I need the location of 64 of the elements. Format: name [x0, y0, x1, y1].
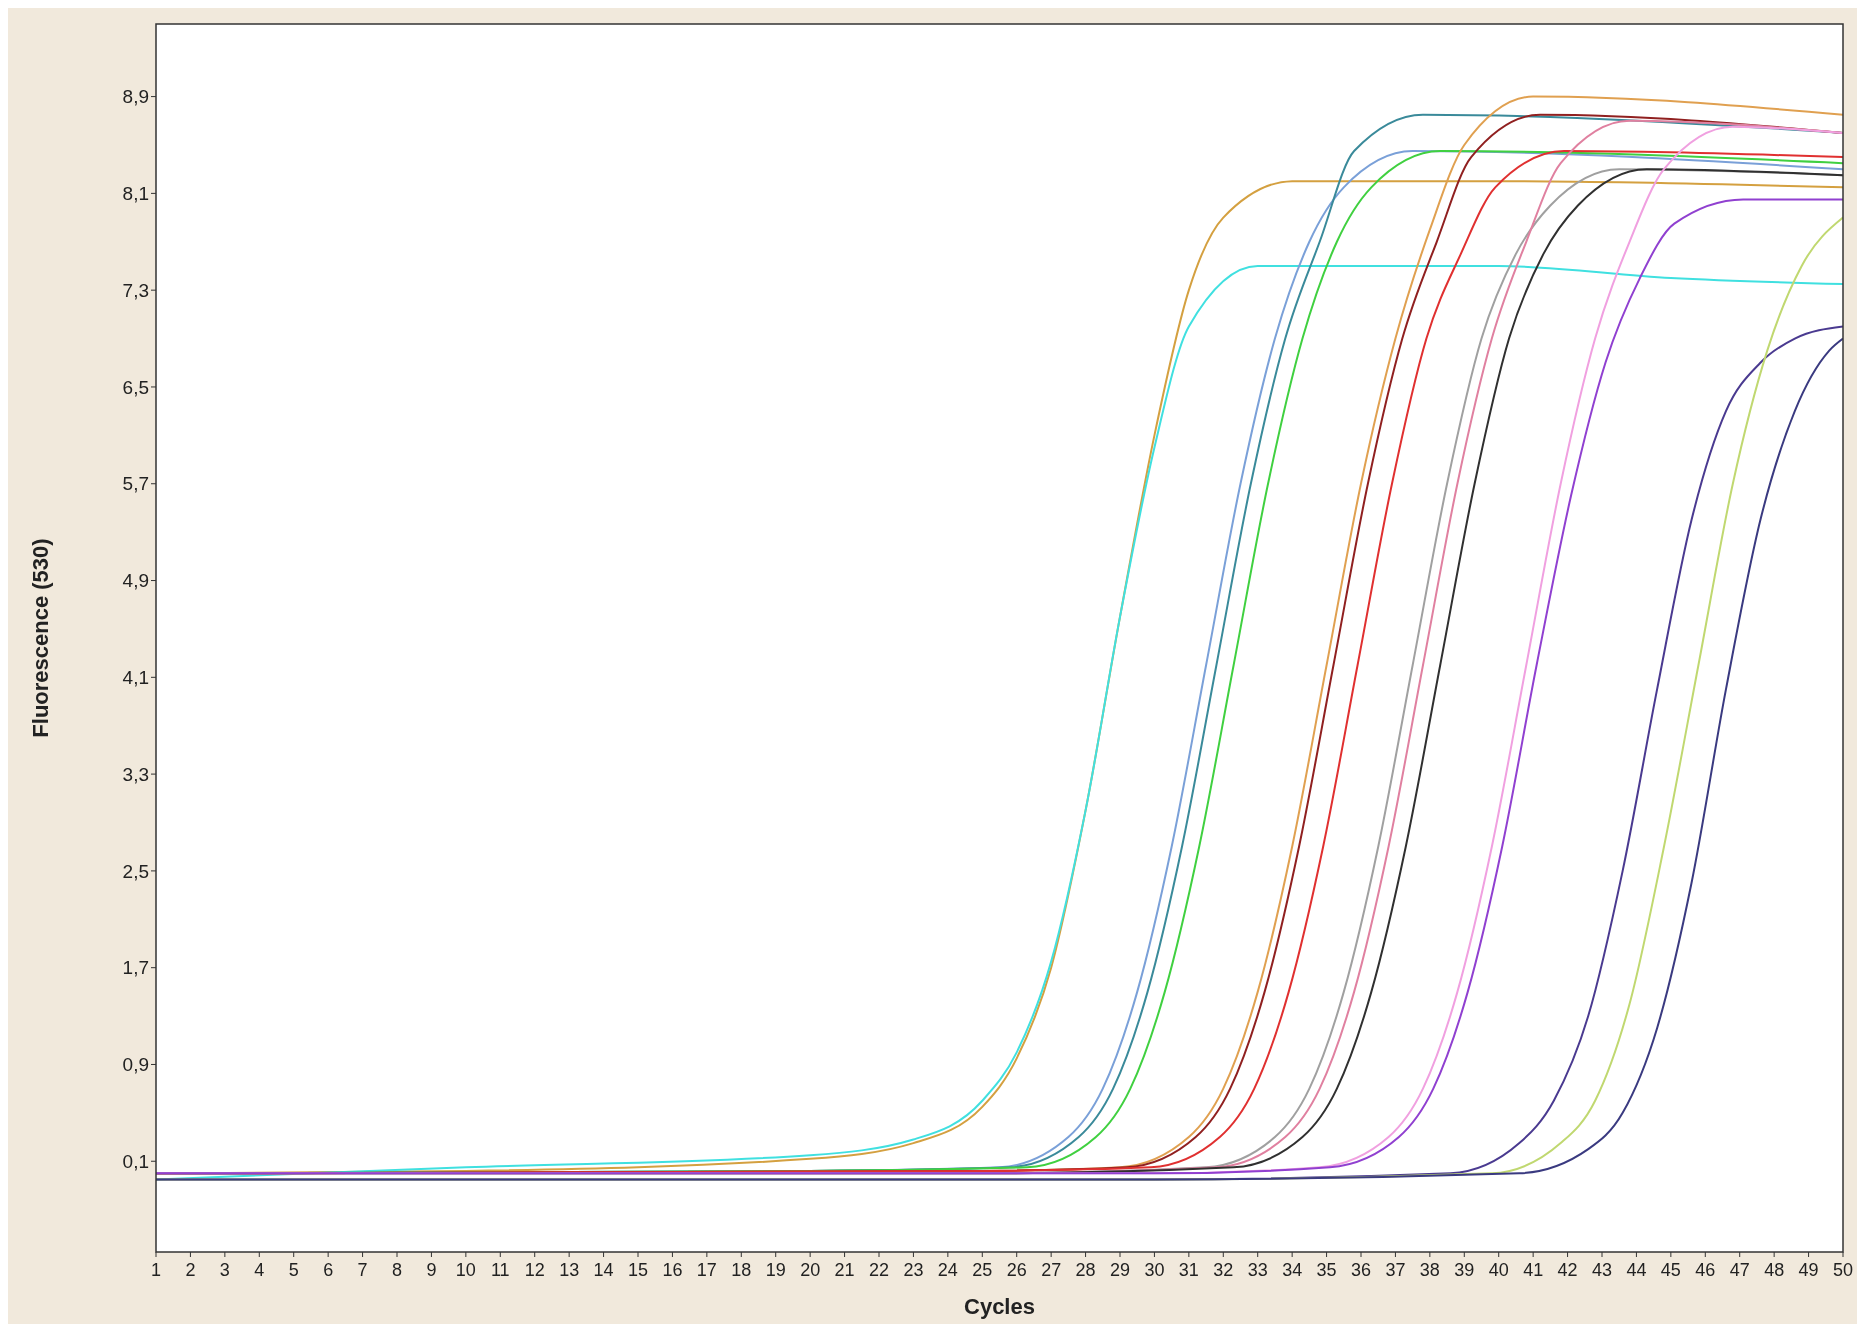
x-tick-label: 40: [1488, 1260, 1509, 1280]
y-tick-label: 1,7: [122, 957, 149, 979]
x-tick-label: 38: [1419, 1260, 1440, 1280]
x-tick-label: 9: [426, 1260, 437, 1280]
x-tick-label: 44: [1626, 1260, 1647, 1280]
x-tick-label: 6: [323, 1260, 334, 1280]
x-tick-label: 36: [1350, 1260, 1372, 1280]
x-axis-title: Cycles: [964, 1294, 1035, 1319]
y-tick-label: 0,9: [122, 1054, 149, 1076]
y-axis-title: Fluorescence (530): [28, 538, 53, 738]
x-tick-label: 28: [1075, 1260, 1096, 1280]
x-tick-label: 46: [1695, 1260, 1716, 1280]
x-tick-label: 49: [1798, 1260, 1819, 1280]
x-tick-label: 34: [1282, 1260, 1303, 1280]
x-tick-label: 19: [765, 1260, 786, 1280]
x-tick-label: 26: [1006, 1260, 1027, 1280]
x-tick-label: 3: [219, 1260, 230, 1280]
y-tick-label: 8,1: [122, 183, 149, 205]
x-tick-label: 35: [1316, 1260, 1337, 1280]
x-tick-label: 2: [185, 1260, 196, 1280]
x-tick-label: 41: [1523, 1260, 1544, 1280]
y-tick-label: 5,7: [122, 473, 149, 495]
x-tick-label: 7: [357, 1260, 368, 1280]
x-tick-label: 18: [731, 1260, 752, 1280]
x-tick-label: 5: [288, 1260, 299, 1280]
x-tick-label: 14: [593, 1260, 614, 1280]
x-tick-label: 42: [1557, 1260, 1578, 1280]
y-tick-label: 7,3: [122, 279, 149, 301]
x-tick-label: 17: [696, 1260, 717, 1280]
x-tick-label: 37: [1385, 1260, 1406, 1280]
x-tick-label: 25: [972, 1260, 993, 1280]
x-tick-label: 43: [1591, 1260, 1613, 1280]
x-tick-label: 33: [1247, 1260, 1268, 1280]
x-tick-label: 13: [559, 1260, 580, 1280]
y-tick-label: 4,1: [122, 666, 149, 688]
x-tick-label: 50: [1832, 1260, 1854, 1280]
x-tick-label: 16: [662, 1260, 683, 1280]
x-tick-label: 12: [524, 1260, 545, 1280]
x-tick-label: 27: [1041, 1260, 1062, 1280]
x-tick-label: 1: [150, 1260, 162, 1280]
x-tick-label: 39: [1454, 1260, 1475, 1280]
x-tick-label: 10: [455, 1260, 476, 1280]
x-tick-label: 15: [627, 1260, 649, 1280]
y-tick-label: 8,9: [122, 86, 149, 108]
x-tick-label: 47: [1729, 1260, 1750, 1280]
x-tick-label: 48: [1764, 1260, 1785, 1280]
x-tick-label: 31: [1178, 1260, 1199, 1280]
x-tick-label: 29: [1109, 1260, 1131, 1280]
x-tick-label: 32: [1213, 1260, 1234, 1280]
x-tick-label: 20: [800, 1260, 821, 1280]
x-tick-label: 45: [1660, 1260, 1681, 1280]
x-tick-label: 11: [490, 1260, 510, 1280]
x-tick-label: 23: [903, 1260, 924, 1280]
y-tick-label: 3,3: [122, 763, 149, 785]
x-tick-label: 30: [1144, 1260, 1165, 1280]
x-tick-label: 21: [834, 1260, 855, 1280]
y-tick-label: 6,5: [122, 376, 149, 398]
x-tick-label: 4: [254, 1260, 265, 1280]
x-tick-label: 24: [937, 1260, 958, 1280]
y-tick-label: 4,9: [122, 570, 149, 592]
x-tick-label: 22: [868, 1260, 890, 1280]
y-tick-label: 0,1: [122, 1150, 149, 1172]
y-tick-label: 2,5: [122, 860, 149, 882]
x-tick-label: 8: [391, 1260, 403, 1280]
